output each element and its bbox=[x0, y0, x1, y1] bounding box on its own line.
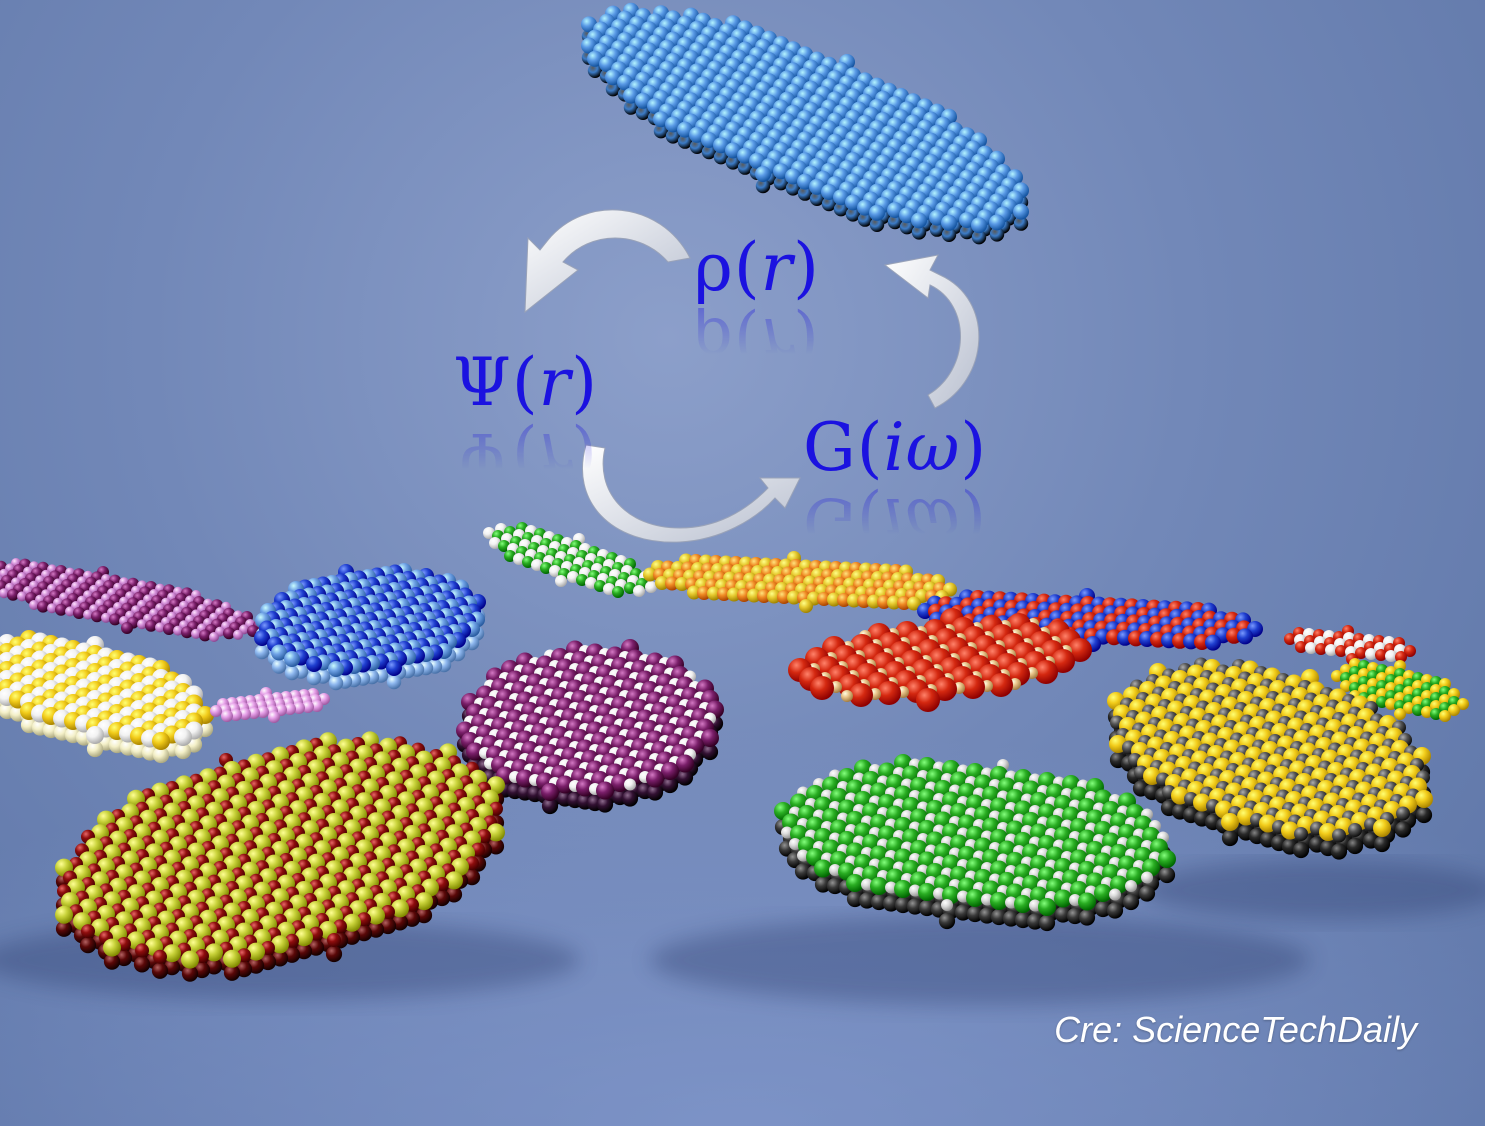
green-flake-far-right bbox=[1331, 658, 1469, 722]
green-reflection-symbol: G bbox=[803, 483, 857, 560]
cycle-arrows bbox=[524, 209, 980, 543]
green-close-paren: ) bbox=[960, 409, 988, 486]
pink-flake bbox=[210, 687, 330, 723]
rho-reflection-open: ( bbox=[733, 303, 761, 380]
rho-reflection-close: ) bbox=[793, 303, 820, 380]
rho-open-paren: ( bbox=[733, 229, 761, 306]
arrow-g-to-rho bbox=[883, 254, 980, 409]
green-argument: iω bbox=[883, 409, 961, 486]
red-flake bbox=[788, 608, 1092, 712]
yellow-grey-flake bbox=[1107, 657, 1433, 860]
rho-symbol: ρ bbox=[694, 229, 734, 306]
psi-argument: r bbox=[538, 344, 572, 421]
wavefunction-formula: Ψ(r) bbox=[453, 350, 598, 416]
density-formula-reflection: ρ(r) bbox=[694, 303, 820, 380]
rho-reflection-argument: r bbox=[760, 303, 794, 380]
green-reflection-argument: iω bbox=[883, 483, 961, 560]
background-flakes bbox=[0, 522, 1469, 764]
green-function-formula-reflection: G(iω) bbox=[803, 483, 987, 560]
green-reflection-close: ) bbox=[960, 483, 988, 560]
green-grey-flake bbox=[774, 754, 1176, 932]
psi-reflection-open: ( bbox=[511, 418, 539, 495]
psi-close-paren: ) bbox=[571, 344, 598, 421]
floating-blue-flake bbox=[581, 2, 1029, 245]
olive-red-flake bbox=[55, 731, 505, 982]
blue-flake-back bbox=[254, 563, 486, 691]
psi-reflection-close: ) bbox=[571, 418, 598, 495]
psi-open-paren: ( bbox=[511, 344, 539, 421]
arrow-rho-to-psi bbox=[524, 209, 691, 314]
green-function-formula: G(iω) bbox=[803, 415, 987, 481]
wavefunction-formula-reflection: Ψ(r) bbox=[453, 418, 598, 495]
yellow-flake-left bbox=[0, 630, 214, 764]
purple-flake-left bbox=[0, 558, 265, 642]
rho-argument: r bbox=[760, 229, 794, 306]
green-reflection-open: ( bbox=[856, 483, 884, 560]
red-flake-far-right bbox=[1284, 625, 1416, 665]
density-formula: ρ(r) bbox=[694, 235, 820, 301]
arrow-psi-to-g bbox=[581, 444, 801, 543]
psi-symbol: Ψ bbox=[453, 344, 512, 421]
rho-close-paren: ) bbox=[793, 229, 820, 306]
green-symbol: G bbox=[803, 409, 857, 486]
blue-flake bbox=[581, 2, 1029, 245]
image-credit: Cre: ScienceTechDaily bbox=[1054, 1009, 1417, 1050]
rho-reflection-symbol: ρ bbox=[694, 303, 734, 380]
foreground-flakes bbox=[55, 608, 1433, 982]
green-open-paren: ( bbox=[856, 409, 884, 486]
green-white-flake bbox=[483, 522, 657, 598]
purple-white-flake bbox=[456, 639, 724, 815]
psi-reflection-symbol: Ψ bbox=[453, 418, 512, 495]
psi-reflection-argument: r bbox=[538, 418, 572, 495]
